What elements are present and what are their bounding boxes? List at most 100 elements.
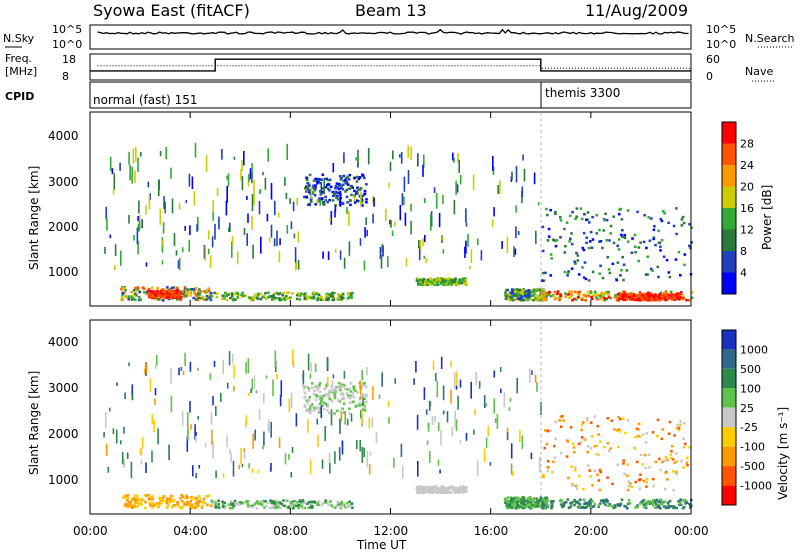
heatmap-cell — [601, 298, 605, 302]
heatmap-cell — [433, 283, 436, 286]
heatmap-cell — [641, 298, 644, 302]
heatmap-cell — [562, 419, 565, 422]
heatmap-cell — [510, 443, 513, 459]
heatmap-cell — [577, 273, 581, 276]
heatmap-cell — [134, 286, 137, 290]
colorbar-swatch — [722, 251, 736, 273]
heatmap-cell — [205, 295, 209, 298]
heatmap-cell — [666, 502, 670, 506]
heatmap-cell — [569, 502, 572, 505]
heatmap-cell — [129, 164, 131, 181]
heatmap-cell — [272, 294, 275, 297]
heatmap-cell — [567, 476, 570, 480]
heatmap-cell — [477, 238, 479, 246]
heatmap-cell — [465, 208, 467, 223]
heatmap-cell — [181, 411, 184, 426]
heatmap-cell — [321, 173, 325, 176]
heatmap-cell — [438, 277, 441, 280]
heatmap-cell — [320, 503, 324, 507]
heatmap-cell — [113, 265, 116, 271]
heatmap-cell — [489, 462, 492, 466]
heatmap-cell — [329, 295, 333, 298]
heatmap-cell — [318, 190, 322, 193]
heatmap-cell — [320, 394, 323, 397]
heatmap-cell — [240, 295, 244, 298]
heatmap-cell — [506, 292, 510, 296]
heatmap-cell — [417, 279, 421, 283]
heatmap-cell — [137, 504, 140, 507]
heatmap-cell — [277, 297, 280, 300]
heatmap-cell — [550, 499, 554, 503]
heatmap-cell — [107, 467, 110, 473]
heatmap-cell — [347, 505, 350, 508]
heatmap-cell — [563, 251, 567, 254]
heatmap-cell — [518, 288, 521, 292]
heatmap-cell — [435, 192, 438, 209]
heatmap-cell — [647, 295, 650, 298]
heatmap-cell — [506, 502, 510, 506]
heatmap-cell — [586, 416, 589, 420]
heatmap-cell — [366, 229, 368, 237]
heatmap-cell — [231, 353, 234, 365]
heatmap-cell — [285, 499, 289, 502]
heatmap-cell — [144, 500, 147, 504]
heatmap-cell — [546, 293, 550, 297]
heatmap-cell — [342, 384, 346, 387]
heatmap-cell — [416, 414, 419, 430]
heatmap-cell — [361, 370, 363, 381]
heatmap-cell — [223, 506, 227, 510]
heatmap-cell — [368, 464, 371, 475]
heatmap-cell — [297, 260, 300, 270]
heatmap-cell — [271, 298, 274, 301]
heatmap-cell — [195, 432, 197, 436]
heatmap-cell — [492, 156, 494, 171]
heatmap-cell — [196, 504, 200, 507]
heatmap-cell — [270, 224, 273, 238]
heatmap-cell — [666, 297, 670, 301]
heatmap-cell — [307, 419, 309, 433]
heatmap-cell — [388, 417, 390, 424]
heatmap-cell — [184, 289, 188, 292]
heatmap-cell — [327, 183, 331, 186]
heatmap-cell — [648, 500, 651, 503]
heatmap-cell — [180, 366, 183, 371]
heatmap-cell — [690, 291, 694, 294]
heatmap-cell — [507, 297, 511, 301]
heatmap-cell — [220, 297, 224, 300]
heatmap-cell — [232, 461, 235, 477]
vel-y-tick-2000: 2000 — [48, 427, 79, 441]
heatmap-cell — [198, 465, 201, 469]
heatmap-cell — [255, 296, 259, 300]
heatmap-cell — [559, 296, 562, 299]
heatmap-cell — [416, 491, 419, 495]
heatmap-cell — [190, 496, 193, 499]
heatmap-cell — [307, 183, 311, 186]
heatmap-cell — [126, 496, 130, 500]
heatmap-cell — [264, 177, 267, 190]
heatmap-cell — [622, 278, 625, 282]
heatmap-cell — [458, 278, 462, 282]
heatmap-cell — [589, 230, 593, 234]
heatmap-cell — [328, 397, 331, 401]
heatmap-cell — [338, 447, 341, 461]
heatmap-cell — [464, 278, 468, 282]
heatmap-cell — [311, 403, 314, 406]
heatmap-cell — [665, 258, 669, 262]
heatmap-cell — [595, 214, 598, 217]
heatmap-cell — [422, 279, 426, 282]
heatmap-cell — [559, 236, 562, 239]
heatmap-cell — [538, 296, 542, 300]
heatmap-cell — [161, 295, 165, 298]
heatmap-cell — [651, 431, 655, 434]
heatmap-cell — [424, 278, 427, 282]
heatmap-cell — [531, 499, 535, 503]
heatmap-cell — [559, 503, 563, 506]
heatmap-cell — [165, 501, 168, 505]
heatmap-cell — [252, 433, 254, 449]
heatmap-cell — [264, 297, 268, 300]
heatmap-cell — [307, 190, 311, 194]
heatmap-cell — [244, 294, 247, 297]
heatmap-cell — [380, 254, 383, 269]
heatmap-cell — [120, 250, 122, 266]
